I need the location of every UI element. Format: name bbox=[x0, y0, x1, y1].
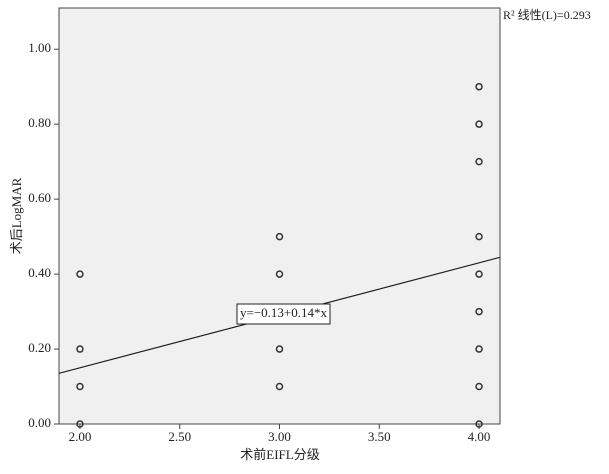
point bbox=[475, 420, 483, 428]
x-tick-label: 3.00 bbox=[268, 429, 291, 444]
point bbox=[275, 345, 284, 353]
point bbox=[475, 270, 483, 278]
point bbox=[475, 120, 483, 128]
y-tick-label: 0.60 bbox=[28, 190, 51, 205]
point bbox=[76, 420, 84, 428]
fit-label-group: y=−0.13+0.14*x bbox=[236, 303, 331, 325]
y-tick-label: 0.20 bbox=[28, 340, 51, 355]
point bbox=[275, 382, 284, 391]
fit-label-box bbox=[236, 303, 331, 325]
y-tick-label: 0.80 bbox=[28, 115, 51, 130]
r2-label: R² 线性(L)=0.293 bbox=[503, 8, 591, 22]
point bbox=[76, 345, 84, 353]
y-tick-label: 1.00 bbox=[28, 40, 51, 55]
y-tick-label: 0.00 bbox=[28, 415, 51, 430]
x-axis-title: 术前EIFL分级 bbox=[240, 447, 319, 462]
x-tick-label: 2.00 bbox=[69, 429, 92, 444]
point bbox=[76, 270, 84, 278]
point bbox=[475, 232, 483, 241]
point bbox=[275, 232, 284, 241]
point bbox=[275, 270, 284, 278]
fit-label: y=−0.13+0.14*x bbox=[240, 305, 327, 320]
plot-area bbox=[58, 7, 501, 425]
x-tick-label: 3.50 bbox=[368, 429, 391, 444]
point bbox=[76, 382, 84, 391]
point bbox=[475, 82, 483, 91]
point bbox=[475, 345, 483, 353]
y-tick-label: 0.40 bbox=[28, 265, 51, 280]
point bbox=[475, 157, 483, 166]
x-tick-label: 4.00 bbox=[468, 429, 491, 444]
y-axis-title: 术后LogMAR bbox=[9, 177, 24, 254]
point bbox=[475, 382, 483, 391]
point bbox=[475, 307, 483, 316]
x-tick-label: 2.50 bbox=[168, 429, 191, 444]
